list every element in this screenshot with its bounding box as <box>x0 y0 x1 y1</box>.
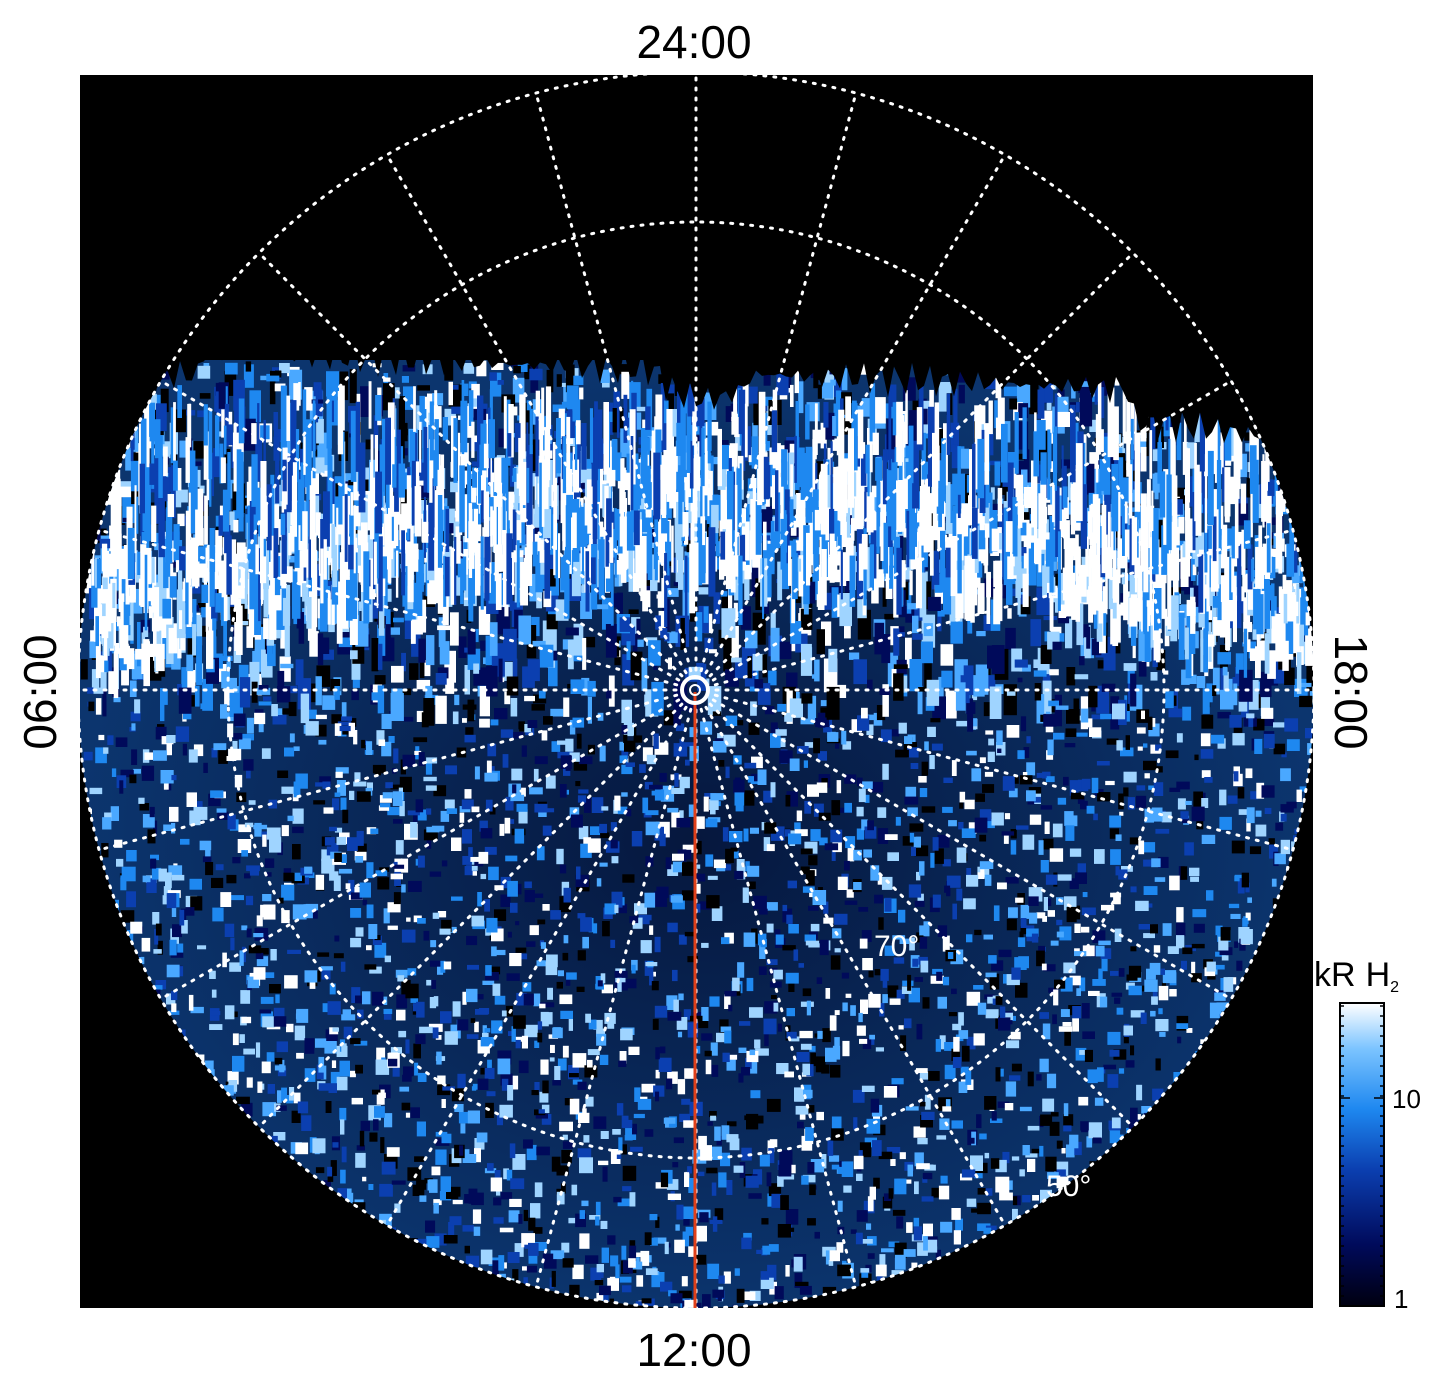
colorbar-tick-10: 10 <box>1392 1084 1421 1114</box>
local-time-meridian <box>704 705 1007 1227</box>
local-time-label-right: 18:00 <box>1325 634 1377 749</box>
pole-marker-inner <box>689 684 701 696</box>
local-time-meridian <box>257 702 684 1129</box>
colorbar-tick-1: 1 <box>1394 1284 1408 1314</box>
local-time-meridian <box>257 251 684 678</box>
local-time-meridian <box>713 528 1295 687</box>
colorbar: kR H2 10 1 <box>1314 956 1421 1314</box>
colorbar-title: kR H2 <box>1314 956 1399 996</box>
local-time-meridian <box>97 528 679 687</box>
local-time-meridian <box>711 698 1233 1001</box>
polar-grid <box>80 75 1313 1308</box>
local-time-meridian <box>711 379 1233 682</box>
pole-marker-outer <box>680 675 710 705</box>
local-time-meridian <box>713 693 1295 852</box>
local-time-meridian <box>385 153 688 675</box>
local-time-label-bottom: 12:00 <box>636 1324 751 1376</box>
latitude-circle <box>226 220 1166 1160</box>
local-time-meridian <box>708 251 1135 678</box>
local-time-meridian <box>708 702 1135 1129</box>
colorbar-gradient <box>1339 1002 1385 1307</box>
local-time-meridian <box>699 91 858 673</box>
local-time-meridian <box>534 707 693 1289</box>
latitude-label-50: 50° <box>1046 1170 1091 1203</box>
local-time-label-left: 06:00 <box>14 634 66 749</box>
latitude-label-70: 70° <box>874 930 919 963</box>
local-time-label-top: 24:00 <box>636 16 751 68</box>
local-time-meridian <box>159 379 681 682</box>
local-time-meridian <box>699 707 858 1289</box>
local-time-meridian <box>97 693 679 852</box>
local-time-meridian <box>704 153 1007 675</box>
local-time-meridian <box>385 705 688 1227</box>
local-time-meridian <box>159 698 681 1001</box>
local-time-meridian <box>534 91 693 673</box>
